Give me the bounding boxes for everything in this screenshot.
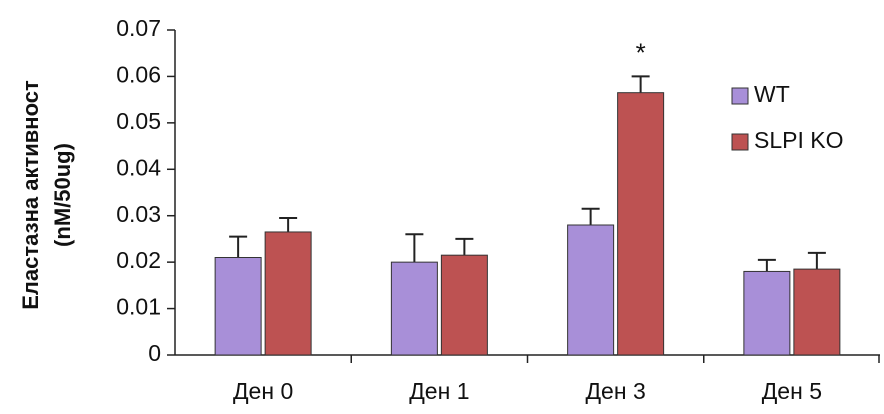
y-tick-label: 0.05 [116,108,161,134]
y-axis-title-line: Еластазна активност [18,80,43,310]
bar [743,270,791,356]
y-tick-label: 0.02 [116,247,161,273]
y-tick-label: 0.04 [116,154,161,180]
annotation: * [636,37,646,67]
bar [264,231,312,356]
y-tick-label: 0 [148,340,161,366]
y-axis-title-line: (nM/50ug) [50,143,75,247]
legend-label: SLPI KO [754,127,843,153]
y-tick-label: 0.07 [116,15,161,41]
x-tick-label: Ден 3 [585,378,645,404]
legend-swatch [731,87,749,105]
y-axis-title: Еластазна активност (nM/50ug) [18,80,75,310]
bar [567,224,615,356]
legend-swatch [731,133,749,151]
x-tick-label: Ден 0 [233,378,293,404]
legend-label: WT [754,81,790,107]
x-tick-label: Ден 1 [409,378,469,404]
bar [390,261,438,356]
y-tick-label: 0.01 [116,294,161,320]
bar [617,92,665,356]
bar [440,254,488,356]
y-tick-label: 0.06 [116,62,161,88]
x-tick-label: Ден 5 [762,378,822,404]
bar [793,268,841,356]
bar [214,257,262,356]
y-tick-label: 0.03 [116,201,161,227]
